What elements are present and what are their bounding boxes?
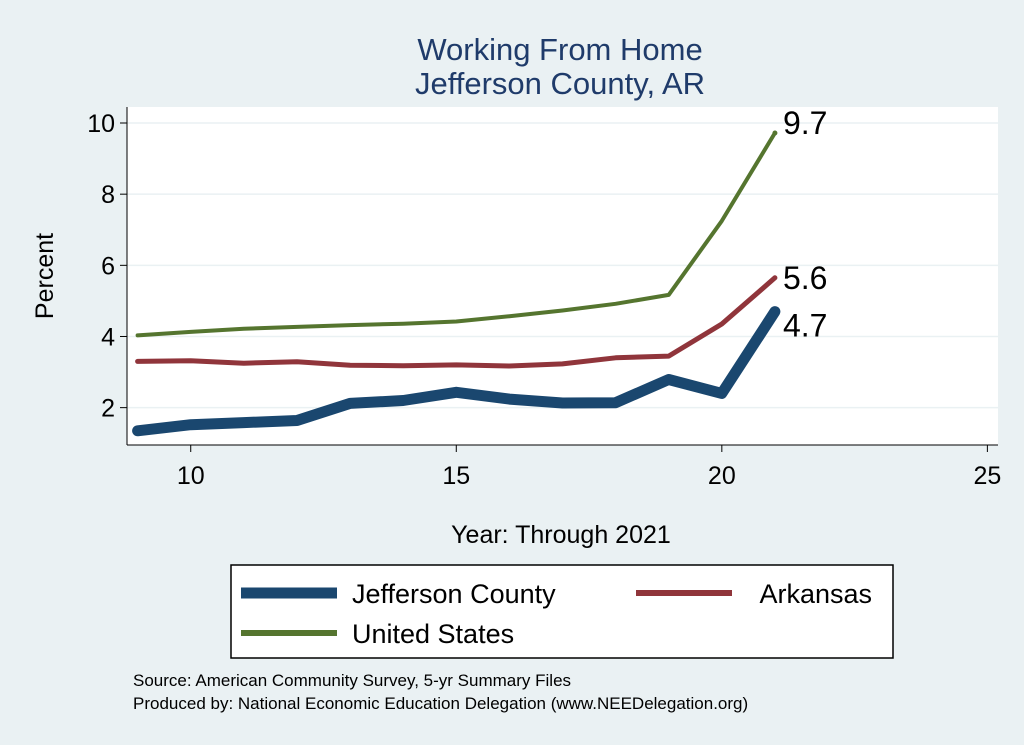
end-label-arkansas: 5.6	[783, 260, 827, 296]
data-point-united-states	[772, 130, 778, 136]
source-note: Source: American Community Survey, 5-yr …	[133, 671, 571, 690]
end-label-united-states: 9.7	[783, 105, 827, 141]
legend: Jefferson County Arkansas United States	[230, 564, 894, 659]
end-label-jefferson-county: 4.7	[783, 308, 827, 344]
y-tick-label: 4	[101, 323, 115, 351]
chart-title-line-1: Working From Home	[417, 32, 702, 67]
y-axis-title: Percent	[31, 233, 59, 319]
x-tick-label: 15	[442, 462, 470, 490]
x-tick-label: 25	[973, 462, 1001, 490]
legend-label-united-states: United States	[352, 619, 514, 649]
y-tick-label: 6	[101, 252, 115, 280]
legend-label-jefferson-county: Jefferson County	[352, 579, 556, 609]
legend-label-arkansas: Arkansas	[759, 579, 872, 609]
x-axis-title: Year: Through 2021	[451, 521, 671, 549]
y-tick-label: 10	[87, 110, 115, 138]
chart-title-line-2: Jefferson County, AR	[415, 66, 705, 101]
plot-area	[127, 107, 998, 445]
x-tick-label: 20	[708, 462, 736, 490]
producer-note: Produced by: National Economic Education…	[133, 694, 748, 713]
y-tick-label: 8	[101, 181, 115, 209]
y-tick-label: 2	[101, 395, 115, 423]
x-tick-label: 10	[177, 462, 205, 490]
legend-box	[230, 564, 894, 659]
